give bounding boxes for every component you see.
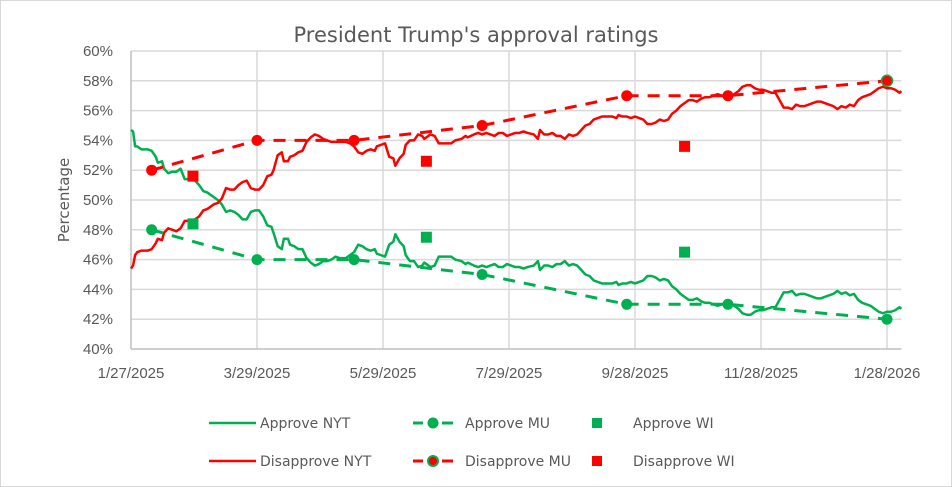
disapprove-mu-point (722, 90, 734, 102)
legend-item-approve-nyt: Approve NYT (209, 416, 351, 432)
legend-label: Approve MU (465, 416, 550, 432)
disapprove-mu-point (880, 74, 894, 88)
y-tick-label: 54% (83, 132, 113, 149)
legend-marker (427, 417, 439, 429)
legend-label: Approve NYT (260, 416, 351, 432)
disapprove-mu-point (146, 164, 158, 176)
x-tick-label: 5/29/2025 (350, 365, 417, 382)
axes (130, 51, 902, 350)
y-tick-label: 50% (83, 192, 113, 209)
legend-item-approve-wi: Approve WI (592, 416, 714, 432)
approve-mu-point (348, 254, 360, 266)
x-tick-label: 9/28/2025 (602, 365, 669, 382)
legend-marker (427, 455, 439, 467)
series-layer (129, 74, 903, 325)
x-tick-label: 1/27/2025 (98, 365, 165, 382)
y-tick-labels: 40% 42% 44% 46% 48% 50% 52% 54% 56% 58% 60% (83, 43, 113, 358)
legend-marker (592, 456, 602, 466)
legend-item-approve-mu: Approve MU (413, 416, 550, 432)
disapprove-mu-point (476, 120, 488, 131)
y-tick-label: 44% (83, 281, 113, 298)
x-tick-label: 1/28/2026 (854, 365, 921, 382)
approve-mu-point (722, 298, 734, 310)
y-tick-label: 60% (83, 43, 113, 60)
y-tick-label: 48% (83, 222, 113, 239)
legend-label: Disapprove MU (465, 454, 571, 470)
disapprove-mu-point (251, 134, 263, 146)
approve-mu-point (146, 224, 158, 236)
x-tick-label: 3/29/2025 (224, 365, 291, 382)
legend-item-disapprove-wi: Disapprove WI (592, 454, 735, 470)
legend-label: Disapprove NYT (260, 454, 372, 470)
legend-item-disapprove-nyt: Disapprove NYT (209, 454, 372, 470)
disapprove-nyt-line (129, 84, 903, 270)
legend-item-disapprove-mu: Disapprove MU (413, 454, 571, 470)
approve-wi-point (420, 231, 432, 243)
y-tick-label: 46% (83, 252, 113, 269)
approve-wi-point (187, 218, 199, 230)
y-tick-label: 40% (83, 341, 113, 358)
approve-mu-point (621, 298, 633, 310)
approve-wi-point (679, 246, 691, 258)
approve-mu-point (881, 313, 893, 325)
disapprove-mu-point (348, 134, 360, 146)
y-tick-label: 58% (83, 73, 113, 90)
disapprove-wi-point (679, 140, 691, 152)
y-tick-label: 42% (83, 311, 113, 328)
disapprove-wi-point (187, 170, 199, 182)
chart-title: President Trump's approval ratings (294, 23, 659, 47)
x-tick-label: 11/28/2025 (724, 365, 798, 382)
approve-nyt-line (130, 128, 903, 316)
legend-label: Approve WI (633, 416, 714, 432)
legend-marker (592, 418, 602, 428)
disapprove-wi-point (420, 155, 432, 167)
x-tick-labels: 1/27/2025 3/29/2025 5/29/2025 7/29/2025 9/28… (98, 365, 921, 382)
y-tick-label: 52% (83, 162, 113, 179)
approve-mu-point (476, 269, 488, 280)
y-axis-label: Percentage (55, 158, 73, 242)
legend: Approve NYT Approve MU Approve WI Disapprov… (209, 416, 735, 470)
x-tick-label: 7/29/2025 (476, 365, 543, 382)
approve-mu-point (251, 254, 263, 266)
disapprove-mu-point (621, 90, 633, 102)
legend-label: Disapprove WI (633, 454, 735, 470)
gridlines (131, 50, 902, 349)
y-tick-label: 56% (83, 103, 113, 120)
